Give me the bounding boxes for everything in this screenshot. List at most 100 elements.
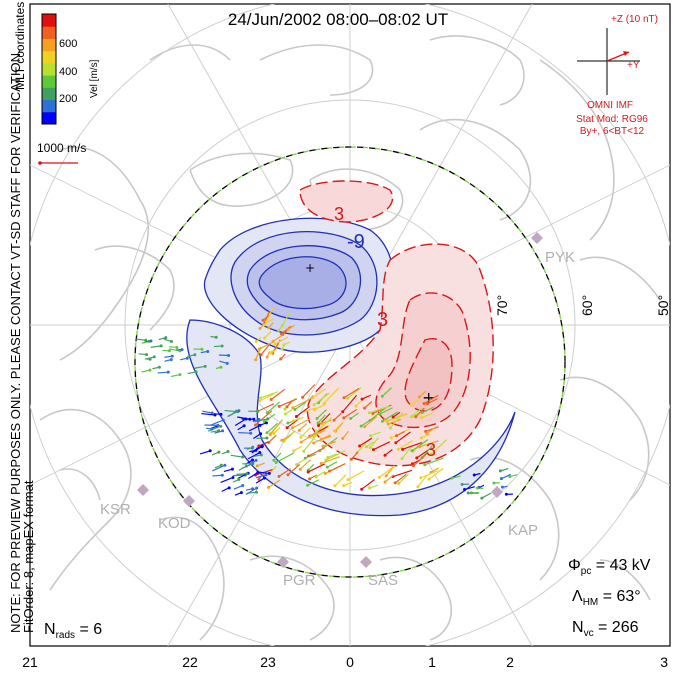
velocity-vector-origin	[225, 361, 229, 365]
velocity-vector-origin	[423, 463, 427, 467]
mlt-tick-3: 3	[660, 654, 668, 670]
velocity-vector-origin	[259, 353, 263, 357]
velocity-vector	[398, 473, 409, 484]
velocity-vector-origin	[231, 475, 235, 479]
velocity-vector-origin	[383, 453, 387, 457]
velocity-vector-origin	[342, 396, 346, 400]
velocity-vector-origin	[312, 403, 316, 407]
velocity-vector-origin	[472, 473, 476, 477]
imf-source: OMNI IMF	[587, 100, 633, 111]
velocity-vector	[302, 384, 316, 398]
velocity-vector-origin	[269, 398, 273, 402]
velocity-vector	[305, 453, 316, 459]
station-label-pgr: PGR	[283, 572, 316, 589]
velocity-vector-origin	[363, 425, 367, 429]
mlt-tick-2: 2	[506, 654, 514, 670]
velocity-vector	[411, 407, 423, 417]
velocity-vector-origin	[235, 409, 239, 413]
station-label-kod: KOD	[158, 515, 191, 532]
velocity-vector	[254, 418, 268, 423]
mlt-tick-1: 1	[428, 654, 436, 670]
velocity-vector	[263, 311, 271, 325]
velocity-vector	[313, 434, 331, 444]
velocity-vector-origin	[302, 449, 306, 453]
velocity-vector	[254, 410, 273, 426]
velocity-vector-origin	[200, 347, 204, 351]
velocity-vector	[157, 371, 169, 374]
velocity-vector	[237, 416, 250, 420]
velocity-vector-origin	[323, 471, 327, 475]
velocity-vector-origin	[409, 403, 413, 407]
velocity-vector-origin	[273, 342, 277, 346]
velocity-vector-origin	[259, 396, 263, 400]
velocity-vector-origin	[166, 370, 170, 374]
velocity-vector-origin	[306, 454, 310, 458]
velocity-vector-origin	[245, 472, 249, 476]
velocity-vector	[481, 492, 492, 499]
velocity-vector-origin	[219, 412, 223, 416]
velocity-vector	[230, 454, 243, 458]
velocity-vector-origin	[308, 477, 312, 481]
velocity-vector	[294, 401, 306, 411]
velocity-vector-origin	[258, 423, 262, 427]
velocity-vector-origin	[309, 434, 313, 438]
svg-text:Φpc = 43 kV: Φpc = 43 kV	[568, 557, 651, 577]
velocity-vector-origin	[322, 401, 326, 405]
velocity-vector-origin	[262, 323, 266, 327]
colorbar-segment	[42, 111, 56, 125]
velocity-vector	[150, 345, 162, 348]
station-kod	[183, 495, 195, 507]
velocity-vector	[238, 432, 251, 434]
velocity-vector-origin	[498, 469, 502, 473]
velocity-vector	[299, 459, 311, 470]
velocity-vector-origin	[384, 474, 388, 478]
velocity-vector-origin	[219, 463, 223, 467]
velocity-vector-origin	[475, 486, 479, 490]
stat-phi-pc: Φpc = 43 kV	[568, 557, 651, 577]
velocity-vector	[343, 387, 360, 399]
velocity-vector-origin	[316, 421, 320, 425]
velocity-vector-origin	[203, 364, 207, 368]
coordinates-label: MLT coordinates	[13, 2, 27, 90]
velocity-vector	[281, 434, 292, 441]
velocity-vector-origin	[152, 355, 156, 359]
velocity-vector	[379, 407, 393, 415]
velocity-vector-origin	[280, 347, 284, 351]
latitude-label-50: 50°	[655, 295, 671, 316]
velocity-vector	[392, 469, 413, 478]
velocity-vector-origin	[148, 368, 152, 372]
velocity-vector-origin	[377, 475, 381, 479]
velocity-vector-origin	[294, 414, 298, 418]
velocity-vector-origin	[332, 418, 336, 422]
velocity-vector	[278, 468, 291, 477]
velocity-vector-origin	[164, 336, 168, 340]
velocity-vector-origin	[450, 476, 454, 480]
velocity-vector-origin	[282, 343, 286, 347]
velocity-vector	[360, 416, 376, 427]
velocity-vector	[387, 418, 402, 425]
stat-lambda-hm: ΛHM = 63°	[572, 588, 641, 608]
velocity-vector	[310, 429, 326, 437]
velocity-vector-origin	[157, 365, 161, 369]
imf-stat-mod: Stat Mod: RG96	[576, 114, 648, 125]
velocity-vector	[293, 416, 304, 422]
velocity-vector	[272, 333, 284, 342]
velocity-vector-origin	[167, 349, 171, 353]
contour-label-pos-1: 3	[334, 204, 344, 224]
velocity-vector	[402, 441, 423, 450]
contour-label-neg: -9	[347, 231, 365, 253]
velocity-vector-origin	[326, 455, 330, 459]
potential-min-marker: +	[305, 261, 315, 275]
velocity-vector-origin	[255, 464, 259, 468]
velocity-vector-origin	[311, 396, 315, 400]
velocity-vector-origin	[306, 470, 310, 474]
velocity-vector-origin	[291, 426, 295, 430]
velocity-vector	[373, 441, 391, 451]
velocity-vector-origin	[286, 421, 290, 425]
velocity-vector-origin	[419, 476, 423, 480]
velocity-vector-origin	[314, 430, 318, 434]
svg-text:Nrads = 6: Nrads = 6	[44, 621, 102, 641]
velocity-vector-origin	[359, 424, 363, 428]
velocity-vector-origin	[363, 406, 367, 410]
velocity-vector-origin	[263, 336, 267, 340]
